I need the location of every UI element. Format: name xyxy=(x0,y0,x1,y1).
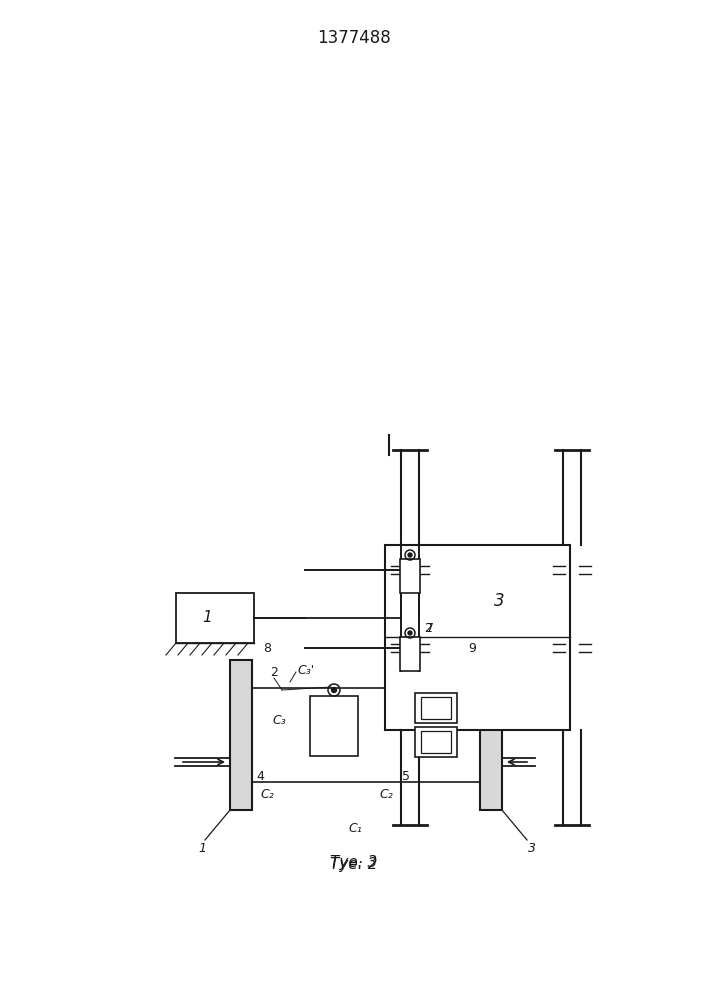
Bar xyxy=(480,660,502,810)
Text: 3: 3 xyxy=(528,842,536,854)
Bar xyxy=(421,697,451,719)
Bar xyxy=(230,660,252,810)
Bar xyxy=(310,696,358,756)
Text: Τуе: 2: Τуе: 2 xyxy=(330,857,378,872)
Text: 2: 2 xyxy=(270,666,278,678)
Text: 9: 9 xyxy=(468,642,476,654)
Text: 4: 4 xyxy=(256,770,264,784)
Bar xyxy=(400,559,420,593)
Text: 3: 3 xyxy=(494,591,505,609)
Bar xyxy=(176,593,254,643)
Bar xyxy=(400,637,420,671)
Bar xyxy=(421,731,451,753)
Text: C₂: C₂ xyxy=(379,788,393,800)
Circle shape xyxy=(408,631,412,635)
Text: 8: 8 xyxy=(263,642,271,654)
Text: C₃': C₃' xyxy=(297,664,314,676)
Circle shape xyxy=(332,688,337,692)
Text: C₃: C₃ xyxy=(272,714,286,726)
Text: Τуе. 3: Τуе. 3 xyxy=(330,856,378,870)
Text: C₂: C₂ xyxy=(260,788,274,800)
Text: C₁: C₁ xyxy=(348,822,362,834)
Text: 2: 2 xyxy=(424,622,432,636)
Text: 5: 5 xyxy=(402,770,410,784)
Bar xyxy=(385,545,570,730)
Text: 7: 7 xyxy=(426,621,434,635)
Bar xyxy=(415,693,457,723)
Text: 1: 1 xyxy=(198,842,206,854)
Circle shape xyxy=(408,553,412,557)
Text: 1377488: 1377488 xyxy=(317,29,391,47)
Bar xyxy=(415,727,457,757)
Text: 1: 1 xyxy=(202,610,212,626)
